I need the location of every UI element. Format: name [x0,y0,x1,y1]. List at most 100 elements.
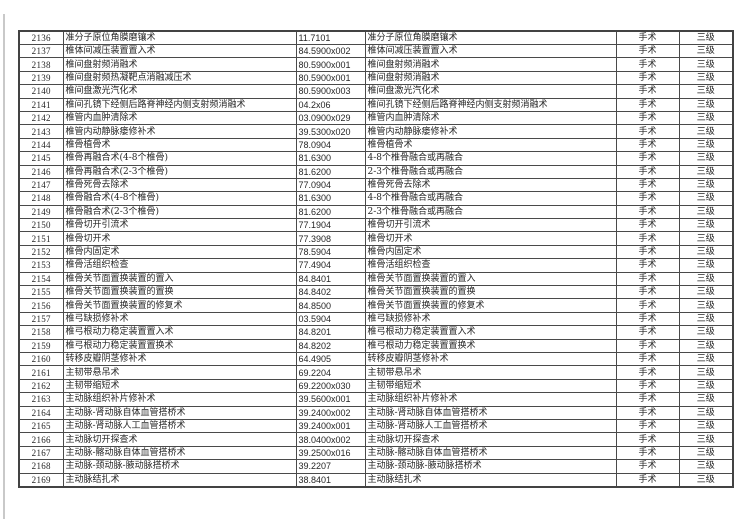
cell-code: 38.8401 [295,472,366,487]
cell-name: 椎骨融合术(2-3个椎骨) [62,204,297,220]
cell-index: 2145 [18,151,64,166]
procedure-table: 2136 准分子原位角膜磨镶术 11.7101 准分子原位角膜磨镶术 手术 三级 2137 椎… [18,30,734,488]
cell-category: 手术 [615,244,680,260]
table-row: 2145 椎骨再融合术(4-8个椎骨) 81.6300 4-8个椎骨融合或再融合 手术三… [18,151,734,166]
table-row: 2162 主韧带缩短术 69.2200x030 主韧带缩短术 手术 三级 [18,378,734,394]
cell-index: 2142 [18,110,64,126]
cell-index: 2144 [18,137,64,153]
cell-level: 三级 [678,459,734,474]
cell-index: 2141 [18,97,64,112]
cell-index: 2138 [18,57,64,72]
cell-code: 80.5900x001 [295,70,366,86]
table-row: 2159 椎弓根动力稳定装置置换术 84.8202 椎弓根动力稳定装置置换术 手术 三级 [18,338,734,353]
table-row: 2154 椎骨关节面置换装置的置入 84.8401 椎骨关节面置换装置的置入 手术 三级 [18,271,734,287]
cell-code: 81.6200 [295,204,366,220]
cell-code: 84.8500 [295,298,366,313]
cell-standard_name: 椎体间减压装置置入术 [364,43,617,59]
cell-level: 三级 [678,298,734,313]
cell-index: 2169 [18,472,64,487]
cell-standard_name: 主动脉-颈动脉-腋动脉搭桥术 [364,459,617,474]
cell-code: 84.8401 [295,271,366,287]
cell-standard_name: 椎骨活组织检查 [364,258,617,273]
cell-standard_name: 主动脉组织补片修补术 [364,392,617,407]
cell-name: 椎骨切开引流术 [62,218,297,233]
cell-code: 80.5900x001 [295,57,366,72]
cell-standard_name: 椎间盘射频消融术 [364,70,617,86]
cell-level: 三级 [678,110,734,126]
table-row: 2137 椎体间减压装置置入术 84.5900x002 椎体间减压装置置入术 手术 三级 [18,43,734,59]
cell-index: 2146 [18,164,64,179]
cell-index: 2155 [18,285,64,300]
table-row: 2141 椎间孔镜下经侧后路脊神经内侧支射频消融术 04.2x06 椎间孔镜下经侧后路… [18,97,734,112]
cell-index: 2164 [18,405,64,420]
cell-code: 64.4905 [295,351,366,367]
cell-level: 三级 [678,432,734,447]
cell-category: 手术 [615,285,680,300]
table-row: 2158 椎弓根动力稳定装置置入术 84.8201 椎弓根动力稳定装置置入术 手术 三级 [18,325,734,340]
table-row: 2161 主韧带悬吊术 69.2204 主韧带悬吊术 手术 三级 [18,365,734,380]
cell-name: 椎骨内固定术 [62,244,297,260]
cell-index: 2156 [18,298,64,313]
cell-level: 三级 [678,177,734,193]
cell-category: 手术 [615,459,680,474]
cell-category: 手术 [615,445,680,461]
cell-name: 椎间盘射频热凝靶点消融减压术 [62,70,297,86]
procedure-table-body: 2136 准分子原位角膜磨镶术 11.7101 准分子原位角膜磨镶术 手术 三级 2137 椎… [18,30,734,487]
cell-code: 69.2200x030 [295,378,366,394]
cell-category: 手术 [615,84,680,99]
cell-level: 三级 [678,418,734,434]
cell-category: 手术 [615,351,680,367]
cell-name: 椎管内血肿清除术 [62,110,297,126]
cell-level: 三级 [678,84,734,99]
cell-category: 手术 [615,137,680,153]
cell-level: 三级 [678,365,734,380]
cell-index: 2163 [18,392,64,407]
table-row: 2160 转移皮瓣阴茎修补术 64.4905 转移皮瓣阴茎修补术 手术 三级 [18,351,734,367]
cell-name: 椎间盘激光汽化术 [62,84,297,99]
cell-index: 2152 [18,244,64,260]
cell-level: 三级 [678,57,734,72]
cell-index: 2137 [18,43,64,59]
cell-index: 2158 [18,325,64,340]
cell-standard_name: 椎间盘激光汽化术 [364,84,617,99]
cell-category: 手术 [615,271,680,287]
cell-index: 2139 [18,70,64,86]
cell-name: 椎弓缺损修补术 [62,311,297,327]
cell-name: 椎体间减压装置置入术 [62,43,297,59]
cell-name: 椎骨再融合术(2-3个椎骨) [62,164,297,179]
cell-code: 39.2207 [295,459,366,474]
cell-standard_name: 主韧带悬吊术 [364,365,617,380]
table-row: 2149 椎骨融合术(2-3个椎骨) 81.6200 2-3个椎骨融合或再融合 手术 三级 [18,204,734,220]
table-row: 2156 椎骨关节面置换装置的修复术 84.8500 椎骨关节面置换装置的修复术 手术三… [18,298,734,313]
cell-name: 主韧带缩短术 [62,378,297,394]
cell-index: 2140 [18,84,64,99]
cell-standard_name: 椎管内动静脉瘘修补术 [364,124,617,139]
cell-name: 转移皮瓣阴茎修补术 [62,351,297,367]
cell-category: 手术 [615,298,680,313]
cell-level: 三级 [678,445,734,461]
cell-index: 2160 [18,351,64,367]
cell-code: 78.5904 [295,244,366,260]
table-row: 2165 主动脉-肾动脉人工血管搭桥术 39.2400x001 主动脉-肾动脉人工血管… [18,418,734,434]
cell-level: 三级 [678,204,734,220]
cell-name: 椎骨活组织检查 [62,258,297,273]
cell-code: 77.3908 [295,231,366,246]
cell-index: 2159 [18,338,64,353]
cell-standard_name: 2-3个椎骨融合或再融合 [364,204,617,220]
cell-category: 手术 [615,110,680,126]
table-row: 2168 主动脉-颈动脉-腋动脉搭桥术 39.2207 主动脉-颈动脉-腋动脉搭桥术手… [18,459,734,474]
table-row: 2139 椎间盘射频热凝靶点消融减压术 80.5900x001 椎间盘射频消融术 手术三… [18,70,734,86]
cell-category: 手术 [615,432,680,447]
cell-category: 手术 [615,378,680,394]
cell-index: 2147 [18,177,64,193]
cell-standard_name: 主韧带缩短术 [364,378,617,394]
cell-code: 84.8201 [295,325,366,340]
cell-category: 手术 [615,338,680,353]
cell-category: 手术 [615,30,680,45]
cell-standard_name: 椎弓缺损修补术 [364,311,617,327]
cell-name: 主动脉-肾动脉自体血管搭桥术 [62,405,297,420]
cell-name: 主动脉切开探查术 [62,432,297,447]
cell-standard_name: 椎骨关节面置换装置的修复术 [364,298,617,313]
table-row: 2167 主动脉-髂动脉自体血管搭桥术 39.2500x016 主动脉-髂动脉自体血管… [18,445,734,461]
cell-code: 69.2204 [295,365,366,380]
